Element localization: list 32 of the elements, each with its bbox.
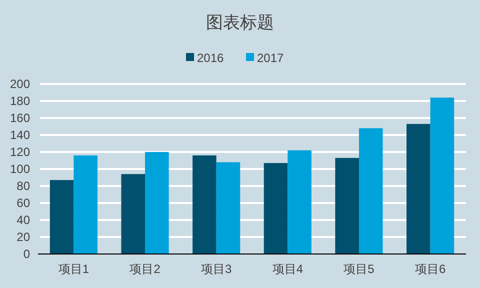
- x-tick-label: 项目3: [200, 262, 232, 276]
- legend-label: 2016: [197, 51, 224, 65]
- y-tick-label: 0: [23, 247, 30, 262]
- bar: [145, 152, 169, 254]
- y-tick-label: 160: [10, 111, 30, 126]
- bar: [192, 155, 216, 254]
- x-tick-label: 项目1: [58, 262, 90, 276]
- y-tick-label: 180: [10, 94, 30, 108]
- bar: [50, 180, 74, 254]
- x-tick-label: 项目6: [414, 262, 446, 276]
- bar: [430, 98, 454, 254]
- chart-title: 图表标题: [206, 13, 274, 32]
- legend-label: 2017: [257, 51, 284, 65]
- y-tick-label: 140: [10, 128, 30, 142]
- y-tick-label: 40: [16, 213, 30, 228]
- x-tick-label: 项目2: [130, 262, 161, 276]
- bar: [288, 150, 312, 254]
- bar: [335, 158, 359, 254]
- x-tick-label: 项目4: [272, 262, 304, 276]
- y-tick-label: 80: [16, 179, 30, 194]
- y-tick-label: 200: [10, 77, 30, 92]
- bar: [74, 155, 98, 254]
- bar: [406, 124, 430, 254]
- bar: [264, 163, 288, 254]
- y-tick-label: 100: [10, 162, 30, 176]
- bar: [216, 162, 240, 254]
- y-tick-label: 20: [16, 230, 30, 244]
- y-tick-label: 60: [16, 196, 30, 210]
- bar: [358, 128, 383, 254]
- y-tick-label: 120: [10, 145, 30, 160]
- bar: [121, 174, 146, 254]
- x-tick-label: 项目5: [344, 262, 375, 276]
